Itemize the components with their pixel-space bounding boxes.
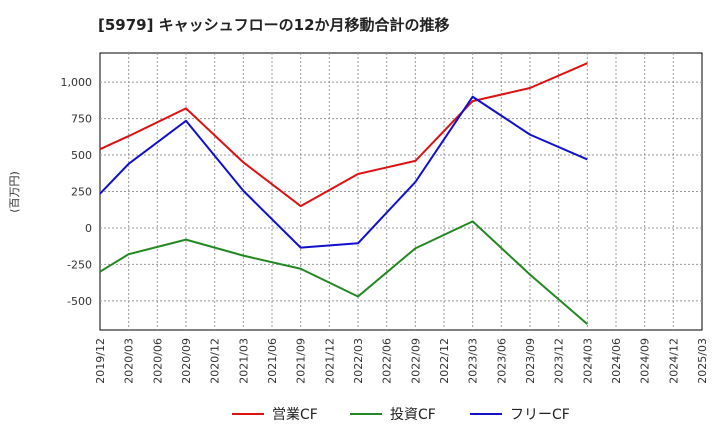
chart-title: [5979] キャッシュフローの12か月移動合計の推移 bbox=[98, 16, 450, 34]
legend-label: 投資CF bbox=[390, 407, 436, 423]
x-tick-label: 2024/09 bbox=[639, 338, 652, 384]
x-tick-label: 2024/12 bbox=[667, 338, 680, 384]
y-tick-label: 250 bbox=[71, 186, 92, 199]
x-tick-label: 2025/03 bbox=[696, 338, 709, 384]
series-lines bbox=[99, 62, 588, 325]
x-tick-label: 2023/03 bbox=[467, 338, 480, 384]
y-tick-label: 0 bbox=[85, 222, 92, 235]
x-tick-label: 2020/09 bbox=[180, 338, 193, 384]
grid-lines bbox=[100, 53, 702, 330]
x-tick-label: 2023/12 bbox=[553, 338, 566, 384]
x-tick-label: 2019/12 bbox=[94, 338, 107, 384]
y-tick-labels: 1,000 750 500 250 0 -250 -500 bbox=[61, 76, 93, 308]
y-tick-label: 750 bbox=[71, 113, 92, 126]
x-tick-label: 2023/06 bbox=[495, 338, 508, 384]
series-line bbox=[99, 220, 588, 325]
x-tick-label: 2021/03 bbox=[237, 338, 250, 384]
x-tick-label: 2024/06 bbox=[610, 338, 623, 384]
x-tick-labels: 2019/12 2020/03 2020/06 2020/09 2020/12 2021/… bbox=[94, 338, 709, 384]
y-tick-label: -250 bbox=[67, 258, 92, 271]
x-tick-label: 2023/09 bbox=[524, 338, 537, 384]
series-line bbox=[99, 62, 588, 208]
x-tick-label: 2021/12 bbox=[323, 338, 336, 384]
x-tick-label: 2021/09 bbox=[295, 338, 308, 384]
x-tick-label: 2021/06 bbox=[266, 338, 279, 384]
x-tick-label: 2022/06 bbox=[381, 338, 394, 384]
x-tick-label: 2020/03 bbox=[123, 338, 136, 384]
legend: 営業CF 投資CF フリーCF bbox=[232, 407, 570, 423]
x-tick-label: 2022/03 bbox=[352, 338, 365, 384]
y-tick-label: -500 bbox=[67, 295, 92, 308]
series-line bbox=[99, 95, 588, 249]
x-tick-label: 2024/03 bbox=[581, 338, 594, 384]
y-tick-label: 500 bbox=[71, 149, 92, 162]
legend-label: 営業CF bbox=[272, 407, 318, 423]
x-tick-label: 2020/12 bbox=[209, 338, 222, 384]
y-axis-title: (百万円) bbox=[8, 171, 21, 213]
x-tick-label: 2022/09 bbox=[409, 338, 422, 384]
y-tick-label: 1,000 bbox=[61, 76, 93, 89]
legend-label: フリーCF bbox=[510, 407, 570, 423]
x-tick-label: 2022/12 bbox=[438, 338, 451, 384]
x-tick-label: 2020/06 bbox=[151, 338, 164, 384]
